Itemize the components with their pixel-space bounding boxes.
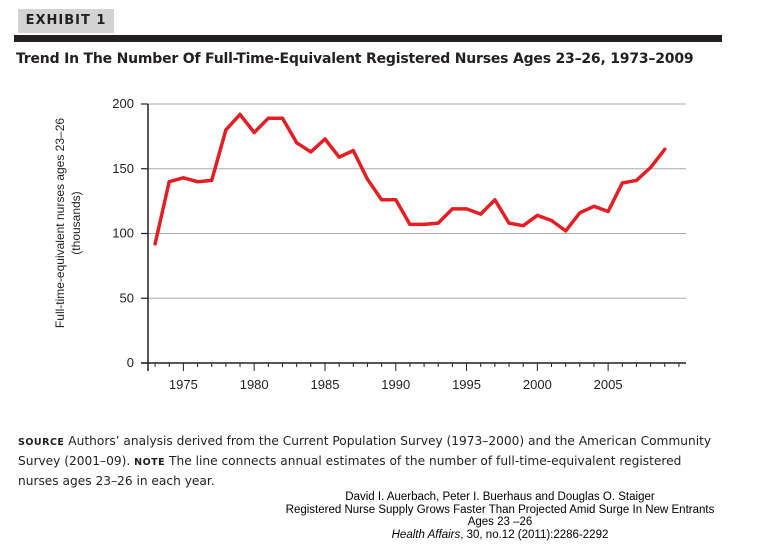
- x-tick-label: 1980: [240, 377, 269, 392]
- data-point-1995: [465, 207, 469, 211]
- gridlines: [148, 103, 686, 299]
- data-point-2003: [578, 211, 582, 215]
- data-point-1975: [181, 176, 185, 180]
- data-point-1991: [408, 222, 412, 226]
- data-point-1977: [210, 178, 214, 182]
- data-point-1974: [167, 180, 171, 184]
- x-tick-label: 1990: [381, 377, 410, 392]
- x-tick-label: 1985: [311, 377, 340, 392]
- data-point-2000: [535, 213, 539, 217]
- data-point-2007: [634, 178, 639, 182]
- note-text: The line connects annual estimates of th…: [18, 454, 682, 488]
- data-point-1992: [422, 222, 426, 226]
- data-point-1993: [436, 221, 440, 225]
- x-tick-labels: 1975 1980 1985 1990 1995 2000 2005: [169, 377, 623, 392]
- data-point-1984: [309, 150, 313, 154]
- chart-title: Trend In The Number Of Full-Time-Equival…: [16, 51, 694, 67]
- data-point-2009: [663, 147, 667, 151]
- data-point-2005: [606, 209, 610, 214]
- x-tick-label: 1975: [169, 377, 198, 392]
- data-point-1996: [479, 212, 483, 216]
- data-point-1985: [323, 137, 327, 141]
- data-point-1994: [450, 207, 454, 211]
- data-point-2006: [620, 181, 624, 185]
- source-label: SOURCE: [18, 437, 65, 448]
- data-point-1973: [153, 242, 157, 246]
- x-tick-label: 2000: [523, 377, 552, 392]
- data-point-1976: [196, 180, 200, 184]
- data-point-1979: [238, 112, 242, 116]
- citation-journal-line: Health Affairs, 30, no.12 (2011):2286-22…: [240, 529, 760, 542]
- data-point-1987: [351, 149, 355, 153]
- data-point-2001: [549, 218, 554, 223]
- line-chart: 0 50 100 150 200 1975 1980 1985 1990 1995 2000 200…: [53, 96, 686, 392]
- citation-journal: Health Affairs: [391, 528, 461, 541]
- y-tick-label: 0: [127, 355, 134, 370]
- y-tick-label: 150: [112, 161, 134, 176]
- header-rule: [14, 35, 722, 42]
- data-point-1999: [521, 224, 525, 228]
- citation-block: David I. Auerbach, Peter I. Buerhaus and…: [240, 491, 760, 541]
- note-label: NOTE: [134, 457, 166, 468]
- y-tick-labels: 0 50 100 150 200: [112, 96, 134, 370]
- notes-block: SOURCE Authors’ analysis derived from th…: [18, 432, 724, 490]
- data-point-1983: [295, 141, 299, 145]
- citation-authors: David I. Auerbach, Peter I. Buerhaus and…: [345, 491, 655, 503]
- x-tick-label: 2005: [594, 377, 623, 392]
- data-point-1981: [266, 116, 270, 120]
- series-line: [153, 112, 667, 246]
- data-point-2002: [564, 229, 568, 233]
- axes: [141, 103, 686, 371]
- source-text: Authors’ analysis derived from the Curre…: [18, 434, 712, 468]
- y-tick-label: 50: [120, 290, 134, 305]
- y-axis-unit-label: (thousands): [69, 191, 83, 254]
- citation-details: , 30, no.12 (2011):2286-2292: [460, 528, 609, 541]
- data-point-1978: [224, 128, 228, 132]
- citation-article: Registered Nurse Supply Grows Faster Tha…: [285, 503, 715, 516]
- data-point-1998: [507, 221, 511, 225]
- y-tick-label: 100: [112, 226, 134, 241]
- x-tick-label: 1995: [452, 377, 481, 392]
- data-point-1986: [337, 155, 341, 159]
- y-axis-label: Full-time-equivalent nurses ages 23–26: [53, 118, 67, 328]
- citation-article-cont: Ages 23 –26: [467, 516, 533, 528]
- exhibit-label: EXHIBIT 1: [18, 9, 114, 33]
- data-point-1988: [365, 177, 369, 181]
- data-point-1980: [252, 130, 256, 135]
- y-tick-label: 200: [112, 96, 134, 111]
- data-point-1989: [380, 198, 384, 202]
- data-point-1997: [493, 198, 497, 202]
- data-point-2004: [592, 204, 596, 208]
- data-point-1982: [280, 116, 285, 120]
- data-point-1990: [394, 198, 398, 202]
- data-point-2008: [649, 165, 653, 170]
